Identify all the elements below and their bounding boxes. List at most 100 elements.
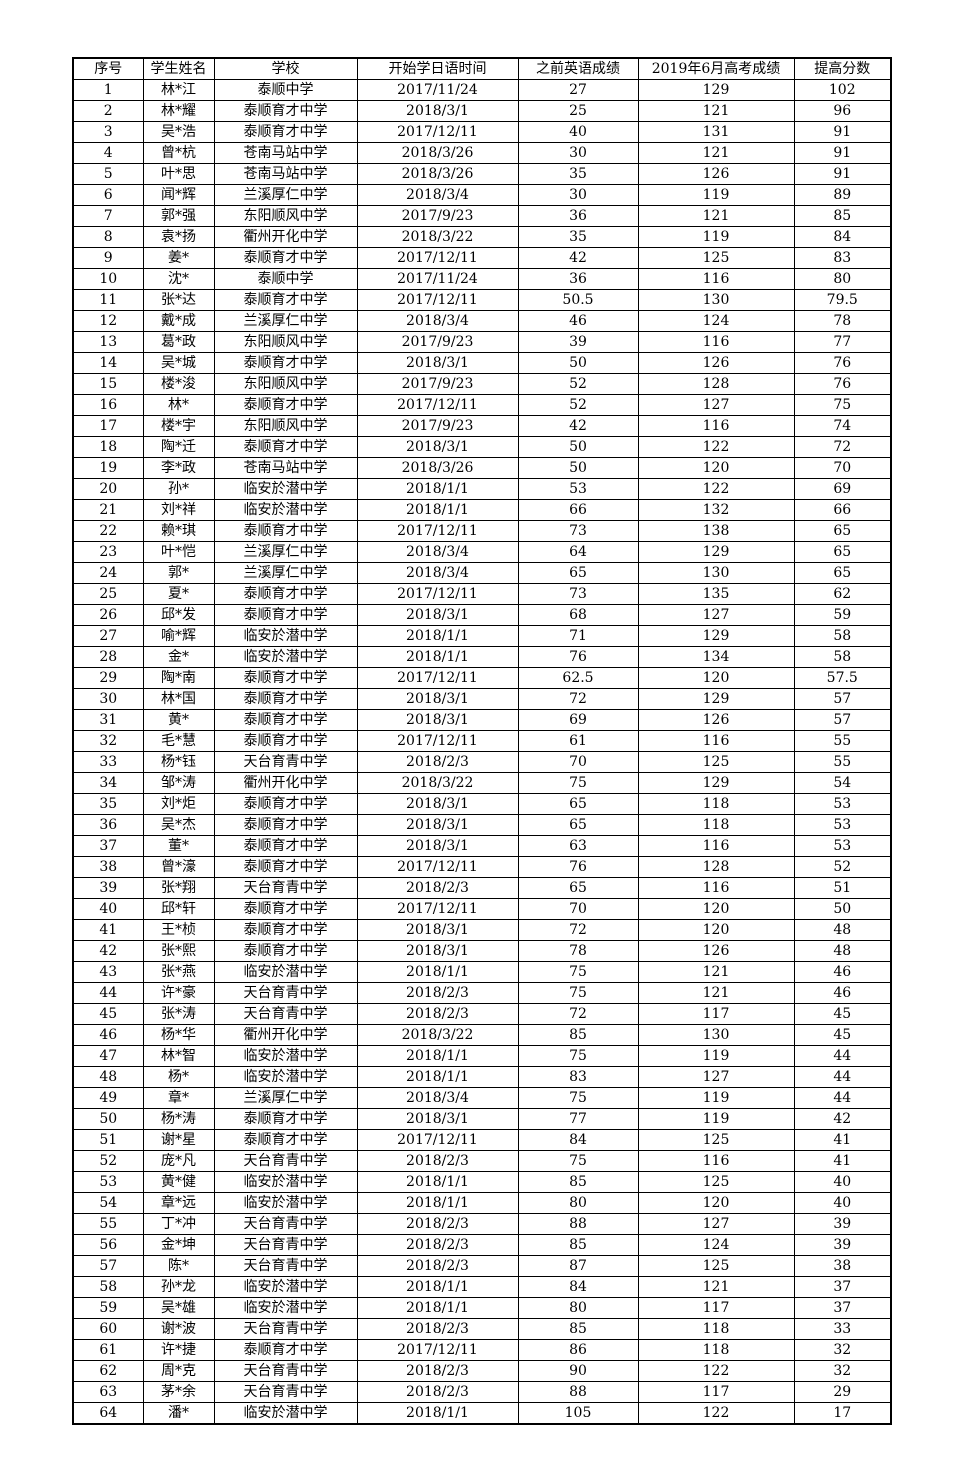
table-row: 53 黄*健 临安於潜中学 2018/1/1 85 125 40 xyxy=(72,1171,892,1193)
table-cell: 65 xyxy=(517,814,639,836)
table-cell: 3 xyxy=(72,121,144,143)
table-cell: 2018/1/1 xyxy=(356,1171,519,1193)
table-cell: 24 xyxy=(72,562,144,584)
table-cell: 65 xyxy=(517,562,639,584)
table-cell: 林*江 xyxy=(142,79,215,101)
table-cell: 64 xyxy=(517,541,639,563)
table-cell: 2018/3/1 xyxy=(356,835,519,857)
table-cell: 黄*健 xyxy=(142,1171,215,1193)
table-row: 38 曾*濠 泰顺育才中学 2017/12/11 76 128 52 xyxy=(72,856,892,878)
table-cell: 59 xyxy=(793,604,892,626)
table-cell: 2018/3/22 xyxy=(356,772,519,794)
table-cell: 69 xyxy=(517,709,639,731)
table-cell: 121 xyxy=(637,142,795,164)
table-cell: 闻*辉 xyxy=(142,184,215,206)
table-row: 20 孙* 临安於潜中学 2018/1/1 53 122 69 xyxy=(72,478,892,500)
table-cell: 72 xyxy=(517,919,639,941)
table-cell: 84 xyxy=(517,1129,639,1151)
table-row: 35 刘*炬 泰顺育才中学 2018/3/1 65 118 53 xyxy=(72,793,892,815)
table-cell: 吴*雄 xyxy=(142,1297,215,1319)
table-cell: 40 xyxy=(72,898,144,920)
table-cell: 戴*成 xyxy=(142,310,215,332)
table-cell: 2018/3/4 xyxy=(356,1087,519,1109)
table-cell: 27 xyxy=(72,625,144,647)
table-cell: 53 xyxy=(793,793,892,815)
table-row: 47 林*智 临安於潜中学 2018/1/1 75 119 44 xyxy=(72,1045,892,1067)
table-cell: 46 xyxy=(517,310,639,332)
table-cell: 58 xyxy=(793,646,892,668)
table-cell: 39 xyxy=(72,877,144,899)
table-cell: 42 xyxy=(72,940,144,962)
table-cell: 泰顺育才中学 xyxy=(213,604,358,626)
table-cell: 黄* xyxy=(142,709,215,731)
table-cell: 58 xyxy=(793,625,892,647)
table-cell: 40 xyxy=(793,1192,892,1214)
table-cell: 2017/12/11 xyxy=(356,520,519,542)
table-cell: 118 xyxy=(637,793,795,815)
table-cell: 天台育青中学 xyxy=(213,1318,358,1340)
table-cell: 13 xyxy=(72,331,144,353)
table-cell: 46 xyxy=(793,961,892,983)
table-cell: 65 xyxy=(793,562,892,584)
table-cell: 2018/3/4 xyxy=(356,310,519,332)
table-cell: 21 xyxy=(72,499,144,521)
table-cell: 19 xyxy=(72,457,144,479)
column-header: 提高分数 xyxy=(793,57,892,80)
table-row: 46 杨*华 衢州开化中学 2018/3/22 85 130 45 xyxy=(72,1024,892,1046)
table-cell: 69 xyxy=(793,478,892,500)
table-cell: 122 xyxy=(637,436,795,458)
table-cell: 潘* xyxy=(142,1402,215,1425)
table-cell: 72 xyxy=(517,1003,639,1025)
table-row: 11 张*达 泰顺育才中学 2017/12/11 50.5 130 79.5 xyxy=(72,289,892,311)
column-header: 开始学日语时间 xyxy=(356,57,519,80)
table-cell: 衢州开化中学 xyxy=(213,772,358,794)
table-cell: 泰顺育才中学 xyxy=(213,352,358,374)
table-cell: 36 xyxy=(517,205,639,227)
table-cell: 孙* xyxy=(142,478,215,500)
table-cell: 茅*余 xyxy=(142,1381,215,1403)
table-cell: 43 xyxy=(72,961,144,983)
table-cell: 泰顺中学 xyxy=(213,268,358,290)
table-cell: 121 xyxy=(637,1276,795,1298)
table-cell: 泰顺育才中学 xyxy=(213,919,358,941)
table-cell: 2018/1/1 xyxy=(356,625,519,647)
table-cell: 70 xyxy=(517,898,639,920)
table-cell: 83 xyxy=(517,1066,639,1088)
table-cell: 75 xyxy=(517,982,639,1004)
table-cell: 6 xyxy=(72,184,144,206)
table-cell: 57.5 xyxy=(793,667,892,689)
table-cell: 52 xyxy=(793,856,892,878)
table-cell: 32 xyxy=(793,1360,892,1382)
table-row: 34 邹*涛 衢州开化中学 2018/3/22 75 129 54 xyxy=(72,772,892,794)
table-cell: 泰顺育才中学 xyxy=(213,940,358,962)
table-cell: 郭*强 xyxy=(142,205,215,227)
table-cell: 15 xyxy=(72,373,144,395)
table-cell: 2018/2/3 xyxy=(356,1255,519,1277)
table-cell: 46 xyxy=(72,1024,144,1046)
table-cell: 苍南马站中学 xyxy=(213,142,358,164)
table-cell: 沈* xyxy=(142,268,215,290)
table-cell: 2018/3/22 xyxy=(356,1024,519,1046)
table-row: 63 茅*余 天台育青中学 2018/2/3 88 117 29 xyxy=(72,1381,892,1403)
table-cell: 50 xyxy=(793,898,892,920)
table-cell: 17 xyxy=(793,1402,892,1425)
table-cell: 56 xyxy=(72,1234,144,1256)
table-cell: 57 xyxy=(72,1255,144,1277)
table-cell: 23 xyxy=(72,541,144,563)
table-cell: 65 xyxy=(793,520,892,542)
table-cell: 20 xyxy=(72,478,144,500)
table-cell: 兰溪厚仁中学 xyxy=(213,1087,358,1109)
table-cell: 东阳顺风中学 xyxy=(213,331,358,353)
table-cell: 39 xyxy=(793,1234,892,1256)
table-cell: 2018/2/3 xyxy=(356,751,519,773)
table-row: 18 陶*迁 泰顺育才中学 2018/3/1 50 122 72 xyxy=(72,436,892,458)
table-cell: 叶*恺 xyxy=(142,541,215,563)
table-cell: 金* xyxy=(142,646,215,668)
table-cell: 泰顺育才中学 xyxy=(213,835,358,857)
table-cell: 119 xyxy=(637,1045,795,1067)
table-cell: 25 xyxy=(72,583,144,605)
table-cell: 2018/3/26 xyxy=(356,457,519,479)
table-row: 12 戴*成 兰溪厚仁中学 2018/3/4 46 124 78 xyxy=(72,310,892,332)
table-cell: 72 xyxy=(517,688,639,710)
